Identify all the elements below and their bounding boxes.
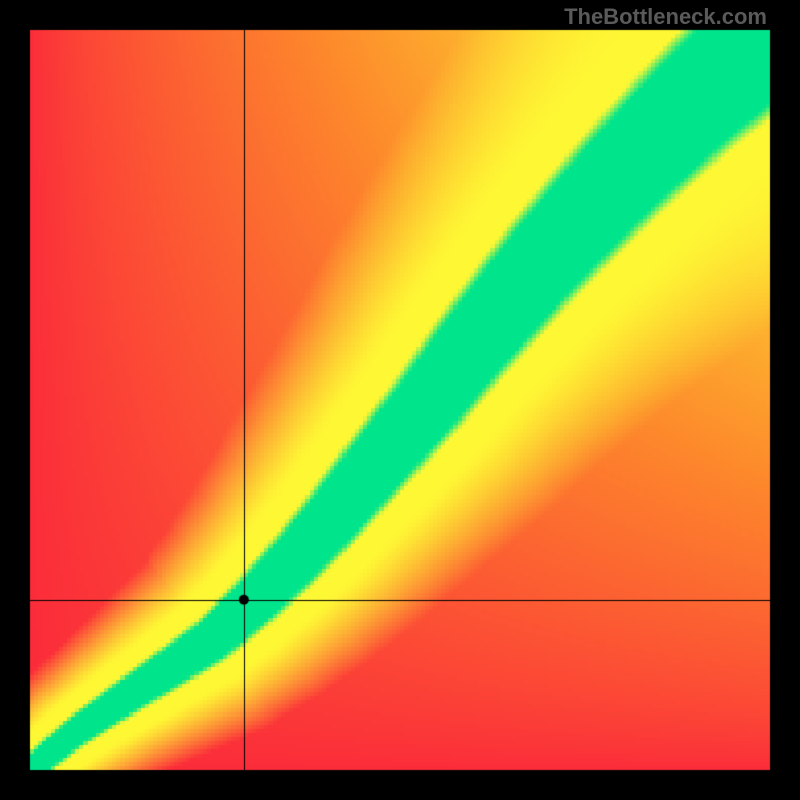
watermark-text: TheBottleneck.com [564,4,767,30]
heatmap-canvas [0,0,800,800]
